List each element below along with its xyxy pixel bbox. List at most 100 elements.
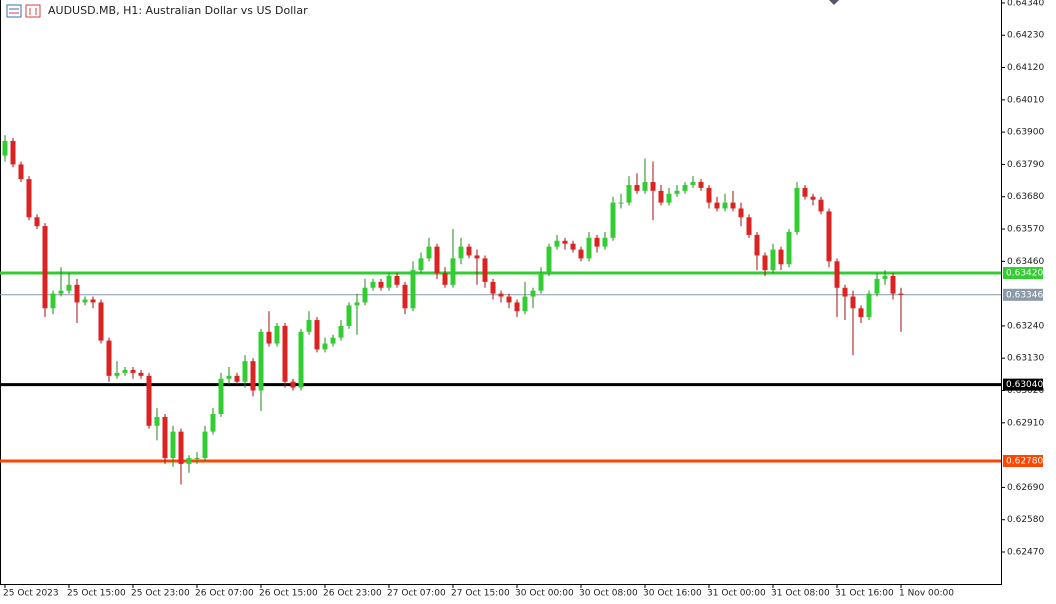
candle-body: [490, 281, 496, 294]
candle-body: [154, 416, 160, 426]
candle-body: [58, 290, 64, 294]
candle-body: [658, 190, 664, 203]
y-tick-label: 0.62470: [1007, 547, 1044, 557]
candle-body: [458, 246, 464, 259]
x-tick-label: 26 Oct 15:00: [259, 589, 318, 599]
candle-body: [522, 296, 528, 312]
candle-body: [722, 202, 728, 209]
candle-body: [898, 293, 904, 295]
candle-body: [482, 258, 488, 282]
candle-body: [418, 258, 424, 271]
level-label: 0.63040: [1006, 380, 1043, 390]
candle-body: [2, 140, 8, 156]
candle-body: [386, 275, 392, 288]
candle-body: [242, 361, 248, 382]
y-tick-label: 0.64340: [1007, 0, 1044, 8]
candle-body: [602, 237, 608, 247]
y-tick-label: 0.63790: [1007, 160, 1044, 170]
candle-body: [866, 293, 872, 318]
candle-body: [818, 199, 824, 212]
candle-body: [570, 243, 576, 250]
candle-body: [802, 187, 808, 197]
level-label: 0.63346: [1006, 290, 1043, 300]
candle-body: [770, 249, 776, 271]
x-tick-label: 26 Oct 07:00: [195, 589, 254, 599]
y-tick-label: 0.63460: [1007, 257, 1044, 267]
candle-body: [274, 325, 280, 344]
y-tick-label: 0.62690: [1007, 483, 1044, 493]
candle-body: [346, 305, 352, 326]
candle-body: [834, 261, 840, 288]
candle-body: [594, 237, 600, 247]
candle-body: [66, 284, 72, 291]
candle-body: [754, 234, 760, 256]
y-tick-label: 0.63680: [1007, 192, 1044, 202]
candle-body: [674, 190, 680, 194]
candle-body: [314, 320, 320, 350]
x-tick-label: 31 Oct 16:00: [835, 589, 894, 599]
candle-body: [786, 231, 792, 265]
candle-body: [538, 273, 544, 291]
candle-body: [506, 296, 512, 303]
x-tick-label: 30 Oct 08:00: [579, 589, 638, 599]
level-label-bg: [1003, 267, 1043, 280]
x-tick-label: 27 Oct 07:00: [387, 589, 446, 599]
candle-body: [402, 284, 408, 309]
candle-body: [610, 202, 616, 238]
y-tick-label: 0.63240: [1007, 321, 1044, 331]
y-tick-label: 0.63570: [1007, 225, 1044, 235]
level-label: 0.63420: [1006, 269, 1043, 279]
candle-body: [850, 296, 856, 309]
candle-body: [746, 217, 752, 235]
candle-body: [634, 184, 640, 191]
y-tick-label: 0.64230: [1007, 31, 1044, 41]
candle-body: [378, 281, 384, 288]
candle-body: [106, 340, 112, 376]
candle-body: [322, 343, 328, 350]
candle-body: [434, 246, 440, 274]
candle-body: [410, 270, 416, 309]
x-tick-label: 27 Oct 15:00: [451, 589, 510, 599]
candle-body: [26, 179, 32, 218]
x-tick-label: 30 Oct 00:00: [515, 589, 574, 599]
candle-body: [338, 325, 344, 338]
candle-body: [858, 308, 864, 318]
candle-body: [618, 202, 624, 204]
candle-body: [178, 431, 184, 464]
candle-body: [130, 369, 136, 373]
x-tick-label: 25 Oct 23:00: [131, 589, 190, 599]
candle-body: [290, 381, 296, 388]
candle-body: [514, 302, 520, 312]
candle-body: [202, 431, 208, 459]
candle-body: [530, 290, 536, 297]
x-tick-label: 30 Oct 16:00: [643, 589, 702, 599]
candle-body: [98, 302, 104, 341]
candle-body: [546, 246, 552, 274]
candle-body: [442, 273, 448, 285]
candle-body: [50, 293, 56, 309]
y-tick-label: 0.62910: [1007, 418, 1044, 428]
y-tick-label: 0.62580: [1007, 515, 1044, 525]
candle-body: [826, 211, 832, 262]
level-label-bg: [1003, 288, 1043, 301]
candle-body: [706, 187, 712, 203]
candle-body: [330, 337, 336, 344]
candle-body: [138, 372, 144, 376]
candle-body: [394, 275, 400, 285]
level-label-bg: [1003, 454, 1043, 467]
y-tick-label: 0.63900: [1007, 128, 1044, 138]
candle-body: [810, 196, 816, 200]
candle-body: [690, 182, 696, 185]
candle-body: [562, 240, 568, 244]
x-tick-label: 31 Oct 08:00: [771, 589, 830, 599]
candle-body: [650, 182, 656, 191]
candle-body: [306, 320, 312, 332]
candle-body: [466, 246, 472, 256]
icon: [25, 4, 41, 18]
candle-body: [226, 375, 232, 379]
candle-body: [578, 249, 584, 259]
candle-body: [626, 184, 632, 203]
candle-body: [122, 369, 128, 373]
